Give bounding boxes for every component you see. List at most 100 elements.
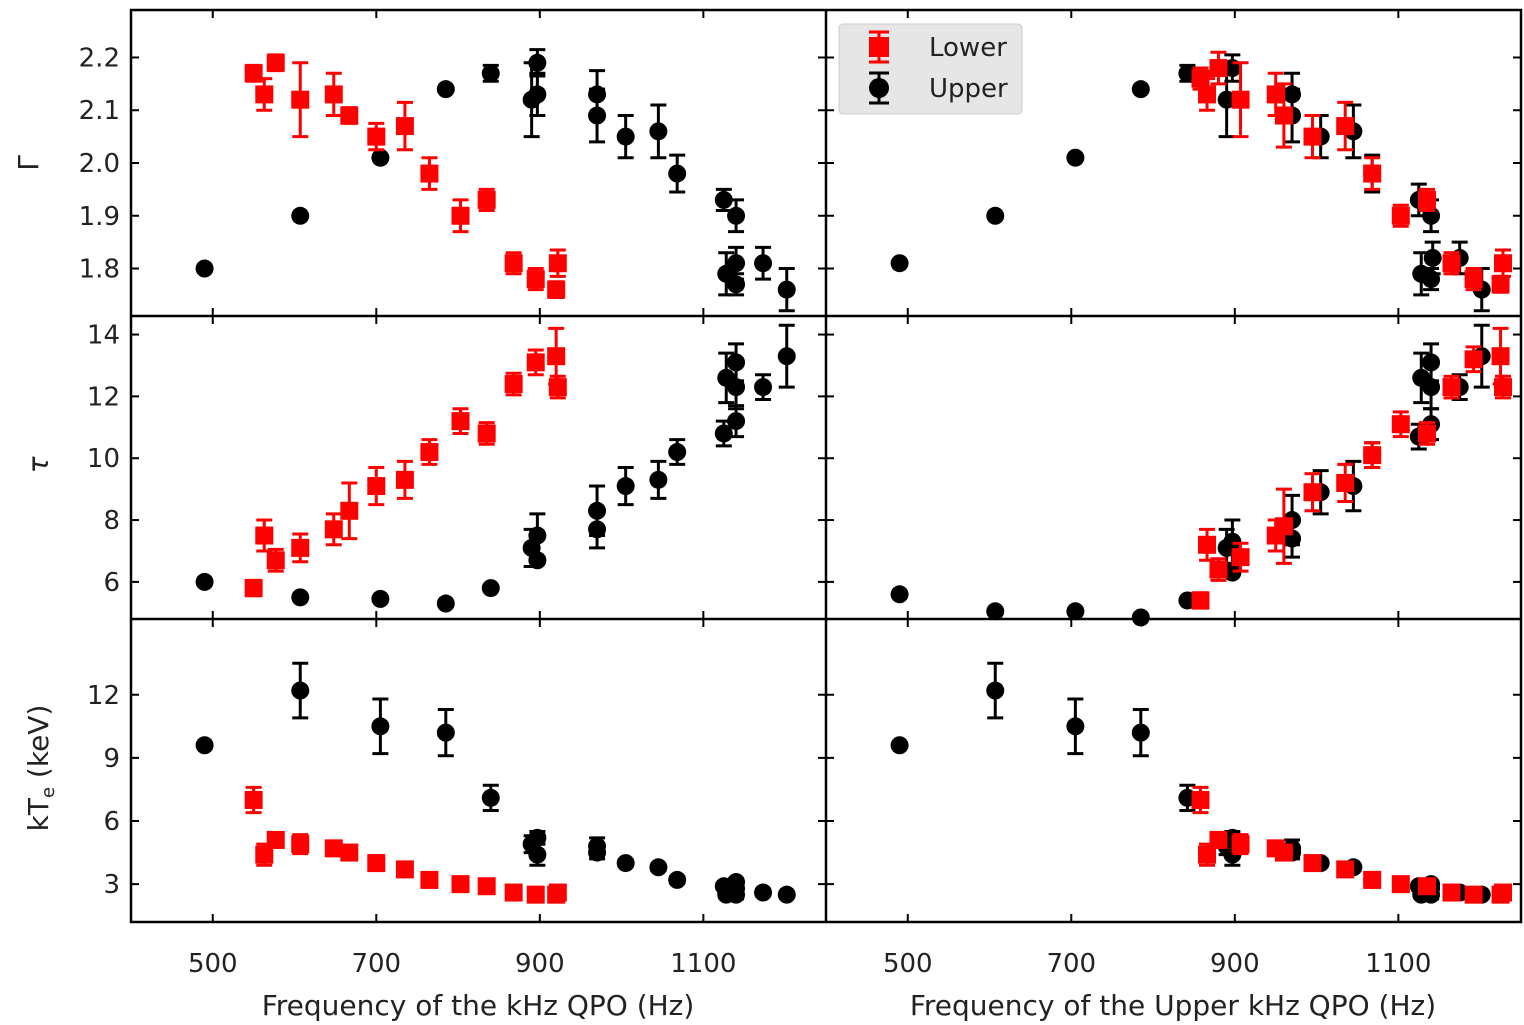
marker xyxy=(777,347,796,366)
ylabel-gamma: Γ xyxy=(12,155,45,171)
marker xyxy=(1442,378,1461,397)
tau-left-lower-point-7 xyxy=(395,459,414,500)
kte-right-upper-point-0 xyxy=(890,736,909,755)
kte-left-upper-point-17 xyxy=(727,873,746,892)
marker xyxy=(436,80,455,99)
tau-left-lower-point-9 xyxy=(451,407,470,435)
marker xyxy=(340,843,359,862)
tau-right-lower-point-2 xyxy=(1209,557,1228,582)
kte-left-upper-point-0 xyxy=(195,736,214,755)
marker xyxy=(616,127,635,146)
legend-marker-lower xyxy=(869,30,889,64)
gamma-left-upper-point-19 xyxy=(777,267,796,313)
marker xyxy=(367,854,386,873)
marker xyxy=(616,854,635,873)
gamma-left-lower-point-5 xyxy=(340,106,359,125)
kte-right-lower-point-14 xyxy=(1494,883,1513,902)
kte-left-upper-point-10 xyxy=(616,854,635,873)
gamma-right-lower-point-1 xyxy=(1198,77,1217,112)
tau-right-lower-point-9 xyxy=(1391,410,1410,439)
marker xyxy=(291,588,310,607)
kte-left-upper-point-7 xyxy=(528,842,547,867)
gamma-left-upper-point-9 xyxy=(588,87,607,144)
marker xyxy=(528,845,547,864)
marker xyxy=(395,117,414,136)
gamma-left-upper-point-13 xyxy=(714,187,733,212)
y-tick-label-gamma: 2.2 xyxy=(79,43,120,73)
y-tick-label-gamma: 1.8 xyxy=(79,255,120,285)
kte-right-lower-point-10 xyxy=(1417,877,1436,896)
marker xyxy=(255,845,274,864)
marker xyxy=(1131,608,1150,627)
tau-left-lower-point-0 xyxy=(244,578,263,598)
marker xyxy=(668,443,687,462)
gamma-left-lower-point-13 xyxy=(547,280,566,300)
x-tick-label-right: 700 xyxy=(1046,949,1096,979)
marker xyxy=(528,85,547,104)
marker xyxy=(1363,446,1382,465)
marker xyxy=(436,723,455,742)
tau-left-upper-point-4 xyxy=(481,579,500,598)
marker xyxy=(481,64,500,83)
kte-left-upper-point-12 xyxy=(668,870,687,889)
kte-left-upper-point-4 xyxy=(481,783,500,812)
tau-right-lower-point-1 xyxy=(1198,527,1217,562)
tau-left-lower-point-4 xyxy=(324,512,343,547)
kte-left-upper-point-11 xyxy=(649,858,668,877)
marker xyxy=(451,875,470,894)
kte-left-upper-point-19 xyxy=(777,885,796,904)
marker xyxy=(1191,790,1210,809)
kte-left-lower-point-3 xyxy=(291,833,310,856)
marker xyxy=(1131,80,1150,99)
tau-right-upper-point-0 xyxy=(890,585,909,604)
tau-left-upper-point-11 xyxy=(649,459,668,500)
marker xyxy=(1442,254,1461,273)
marker xyxy=(526,353,545,372)
marker xyxy=(367,477,386,496)
marker xyxy=(420,164,439,183)
ylabel-kte: kTe (keV) xyxy=(22,705,59,832)
svg-text:τ: τ xyxy=(22,456,55,473)
marker xyxy=(890,585,909,604)
y-tick-label-tau: 14 xyxy=(87,321,120,351)
x-tick-label-left: 900 xyxy=(515,949,565,979)
marker xyxy=(548,883,567,902)
tau-right-lower-point-5 xyxy=(1274,487,1293,565)
tau-left-lower-point-12 xyxy=(526,348,545,377)
y-tick-label-kte: 9 xyxy=(103,744,120,774)
marker xyxy=(1391,206,1410,225)
gamma-left-lower-point-10 xyxy=(477,187,496,212)
kte-right-upper-point-1 xyxy=(986,661,1005,720)
gamma-right-lower-point-7 xyxy=(1336,100,1355,152)
kte-left-lower-point-6 xyxy=(367,854,386,873)
marker xyxy=(266,551,285,570)
legend: Lower Upper xyxy=(838,23,1023,115)
y-tick-label-tau: 8 xyxy=(103,506,120,536)
svg-text:Γ: Γ xyxy=(12,155,45,171)
kte-right-lower-point-11 xyxy=(1442,883,1461,902)
marker xyxy=(371,148,390,167)
tau-right-lower-point-6 xyxy=(1303,472,1322,513)
kte-left-lower-point-8 xyxy=(420,870,439,889)
marker xyxy=(1464,270,1483,289)
kte-right-lower-point-0 xyxy=(1191,785,1210,815)
gamma-left-lower-point-4 xyxy=(324,71,343,118)
y-tick-label-kte: 6 xyxy=(103,807,120,837)
marker xyxy=(477,877,496,896)
marker xyxy=(668,164,687,183)
marker xyxy=(340,106,359,125)
kte-right-lower-point-5 xyxy=(1274,843,1293,862)
marker xyxy=(526,885,545,904)
marker xyxy=(754,378,773,397)
marker xyxy=(1266,85,1285,104)
marker xyxy=(547,280,566,299)
marker xyxy=(1417,190,1436,209)
marker xyxy=(504,375,523,394)
marker xyxy=(340,501,359,520)
gamma-right-lower-point-5 xyxy=(1274,82,1293,149)
marker xyxy=(1391,415,1410,434)
marker xyxy=(244,790,263,809)
marker xyxy=(1223,563,1242,582)
marker xyxy=(1336,860,1355,879)
tau-right-lower-point-0 xyxy=(1191,591,1210,610)
